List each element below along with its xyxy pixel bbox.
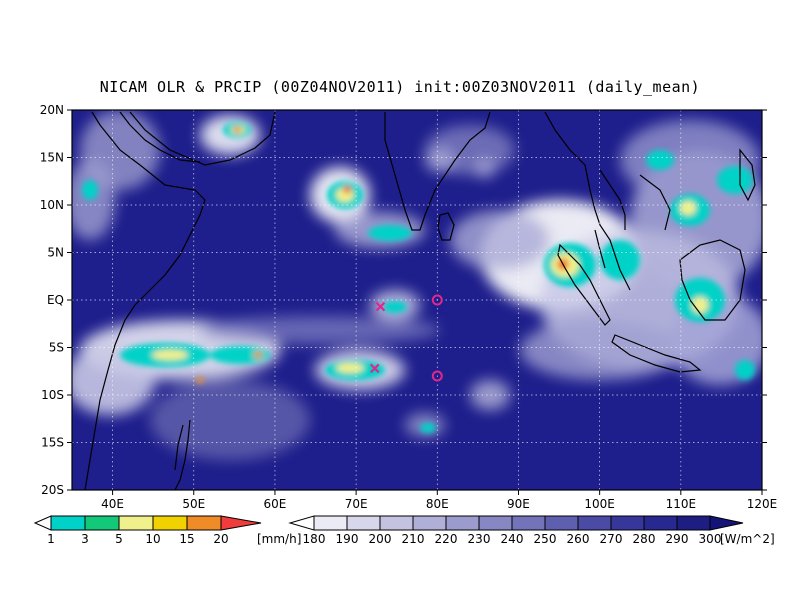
colorbar-swatch	[346, 515, 381, 531]
coastlines	[84, 111, 756, 490]
colorbar-swatch	[313, 515, 348, 531]
lat-label: 10S	[41, 388, 64, 402]
colorbar-label: 260	[567, 532, 590, 546]
map-grid	[72, 110, 762, 490]
colorbar-swatch	[118, 515, 154, 531]
colorbar-label: 250	[534, 532, 557, 546]
precip-colorbar: 1 3 5 10 15 20 [mm/h]	[33, 515, 301, 546]
colorbar-label: 15	[179, 532, 194, 546]
colorbar-label: 280	[633, 532, 656, 546]
colorbar-swatch	[186, 515, 222, 531]
olr-colorbar: 180 190 200 210 220 230 240 250 260 270 280 290 300[…	[288, 515, 775, 546]
colorbar-end-right	[220, 515, 262, 531]
cross-marker	[370, 363, 380, 374]
colorbar-swatch	[445, 515, 480, 531]
figure-title: NICAM OLR & PRCIP (00Z04NOV2011) init:00…	[99, 78, 701, 96]
marker-layer	[370, 294, 443, 382]
colorbar-swatch	[544, 515, 579, 531]
colorbar-swatch	[610, 515, 645, 531]
colorbar-label: 180	[303, 532, 326, 546]
colorbar-label: 200	[369, 532, 392, 546]
colorbar-label: 240	[501, 532, 524, 546]
colorbar-swatch	[379, 515, 414, 531]
longitude-labels: 40E 50E 60E 70E 80E 90E 100E 110E 120E	[101, 497, 777, 511]
colorbar-label: 10	[145, 532, 160, 546]
colorbar-swatch	[412, 515, 447, 531]
circle-marker	[431, 370, 443, 382]
axis-ticks	[67, 109, 767, 495]
lat-label: 5N	[47, 246, 64, 260]
lon-label: 70E	[345, 497, 368, 511]
colorbar-unit: [mm/h]	[257, 532, 301, 546]
lon-label: 90E	[507, 497, 530, 511]
colorbar-swatch	[152, 515, 188, 531]
lat-label: 20S	[41, 483, 64, 497]
lat-label: 10N	[40, 198, 64, 212]
lat-label: 20N	[40, 103, 64, 117]
latitude-labels: 20N 15N 10N 5N EQ 5S 10S 15S 20S	[40, 103, 64, 497]
colorbar-end-right	[709, 515, 744, 531]
colorbar-end-left	[33, 515, 52, 531]
colorbar-label: 290	[666, 532, 689, 546]
colorbar-unit: [W/m^2]	[720, 532, 775, 546]
lat-label: 15S	[41, 436, 64, 450]
colorbar-swatch	[676, 515, 711, 531]
colorbar-swatch	[643, 515, 678, 531]
colorbar-label: 3	[81, 532, 89, 546]
lon-label: 120E	[747, 497, 778, 511]
lon-label: 50E	[182, 497, 205, 511]
cross-marker	[375, 301, 386, 312]
colorbar-label: 5	[115, 532, 123, 546]
colorbar-end-left	[288, 515, 315, 531]
circle-marker	[431, 294, 443, 306]
colorbar-label: 270	[600, 532, 623, 546]
precip-field	[82, 122, 755, 433]
colorbar-swatch	[478, 515, 513, 531]
lon-label: 110E	[666, 497, 697, 511]
colorbar-swatch	[50, 515, 86, 531]
lat-label: 15N	[40, 151, 64, 165]
colorbar-label: 20	[213, 532, 228, 546]
colorbar-label: 190	[336, 532, 359, 546]
colorbar-swatch	[577, 515, 612, 531]
lat-label: 5S	[49, 341, 64, 355]
lon-label: 40E	[101, 497, 124, 511]
colorbar-label: 230	[468, 532, 491, 546]
colorbar-swatch	[511, 515, 546, 531]
colorbar-label: 300	[699, 532, 722, 546]
colorbar-label: 210	[402, 532, 425, 546]
colorbar-label: 1	[47, 532, 55, 546]
lat-label: EQ	[47, 293, 64, 307]
lon-label: 60E	[264, 497, 287, 511]
colorbar-swatch	[84, 515, 120, 531]
colorbar-label: 220	[435, 532, 458, 546]
lon-label: 100E	[584, 497, 615, 511]
lon-label: 80E	[426, 497, 449, 511]
